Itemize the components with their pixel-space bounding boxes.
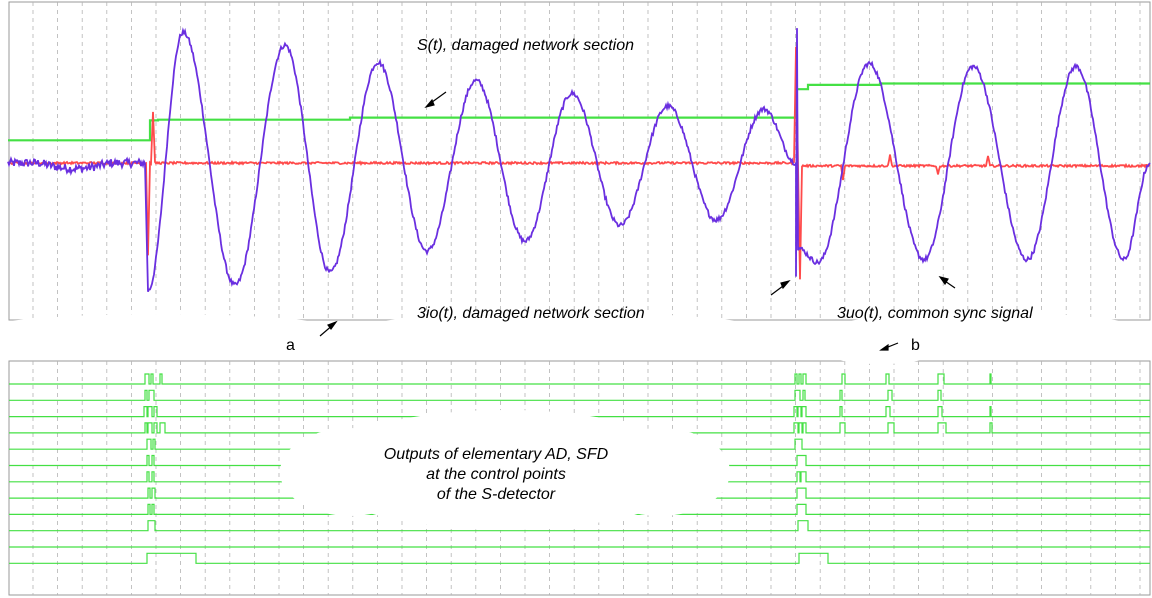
digital-channel-1 — [9, 373, 1150, 385]
outputs-cloud-cover-left — [280, 428, 420, 516]
a-arrow — [319, 320, 338, 337]
uo-signal-label: 3uo(t), common sync signal — [837, 305, 1033, 322]
outputs-label-line2: at the control points — [426, 466, 566, 483]
s-signal-label: S(t), damaged network section — [417, 37, 634, 54]
digital-channel-2 — [9, 389, 1150, 401]
panel-a-label: a — [286, 337, 295, 354]
io-arrow-head — [780, 279, 791, 290]
digital-channel-3 — [9, 406, 1150, 418]
b-arrow-head — [879, 343, 889, 351]
outputs-cloud-cover — [190, 332, 940, 530]
a-arrow-head — [327, 320, 338, 331]
uo-arrow-head — [938, 276, 949, 286]
io-arrow — [770, 279, 791, 296]
digital-channel-12 — [9, 552, 1150, 564]
analog-panel-grid — [32, 2, 1141, 320]
digital-panel-grid — [32, 361, 1141, 595]
outputs-cloud-cover-right — [590, 428, 730, 516]
digital-outputs-panel — [8, 360, 1151, 596]
s-arrow — [424, 91, 447, 109]
digital-channel-4 — [9, 422, 1150, 434]
outputs-cloud-cover-main — [310, 410, 700, 530]
uo-arrow — [938, 276, 956, 289]
digital-channel-9 — [9, 503, 1150, 516]
outputs-label-line3: of the S-detector — [437, 486, 556, 503]
uo-signal-line — [8, 82, 1150, 142]
panel-b-label: b — [911, 337, 920, 354]
io-signal-label: 3io(t), damaged network section — [417, 305, 645, 322]
digital-panel-frame — [8, 360, 1151, 596]
cloud-top-middle — [325, 312, 795, 364]
analog-signals-panel — [7, 1, 1151, 321]
digital-channels — [9, 373, 1150, 564]
s-signal-line — [7, 27, 1151, 293]
digital-channel-8 — [9, 487, 1150, 499]
b-arrow — [879, 342, 899, 351]
digital-channel-10 — [9, 520, 1150, 532]
io-signal-line — [7, 46, 1151, 280]
a-cloud — [190, 332, 370, 360]
s-arrow-head — [424, 98, 435, 109]
annotation-arrows — [319, 91, 956, 351]
digital-channel-6 — [9, 454, 1150, 467]
outputs-label-line1: Outputs of elementary AD, SFD — [384, 446, 609, 463]
digital-channel-5 — [9, 438, 1150, 450]
